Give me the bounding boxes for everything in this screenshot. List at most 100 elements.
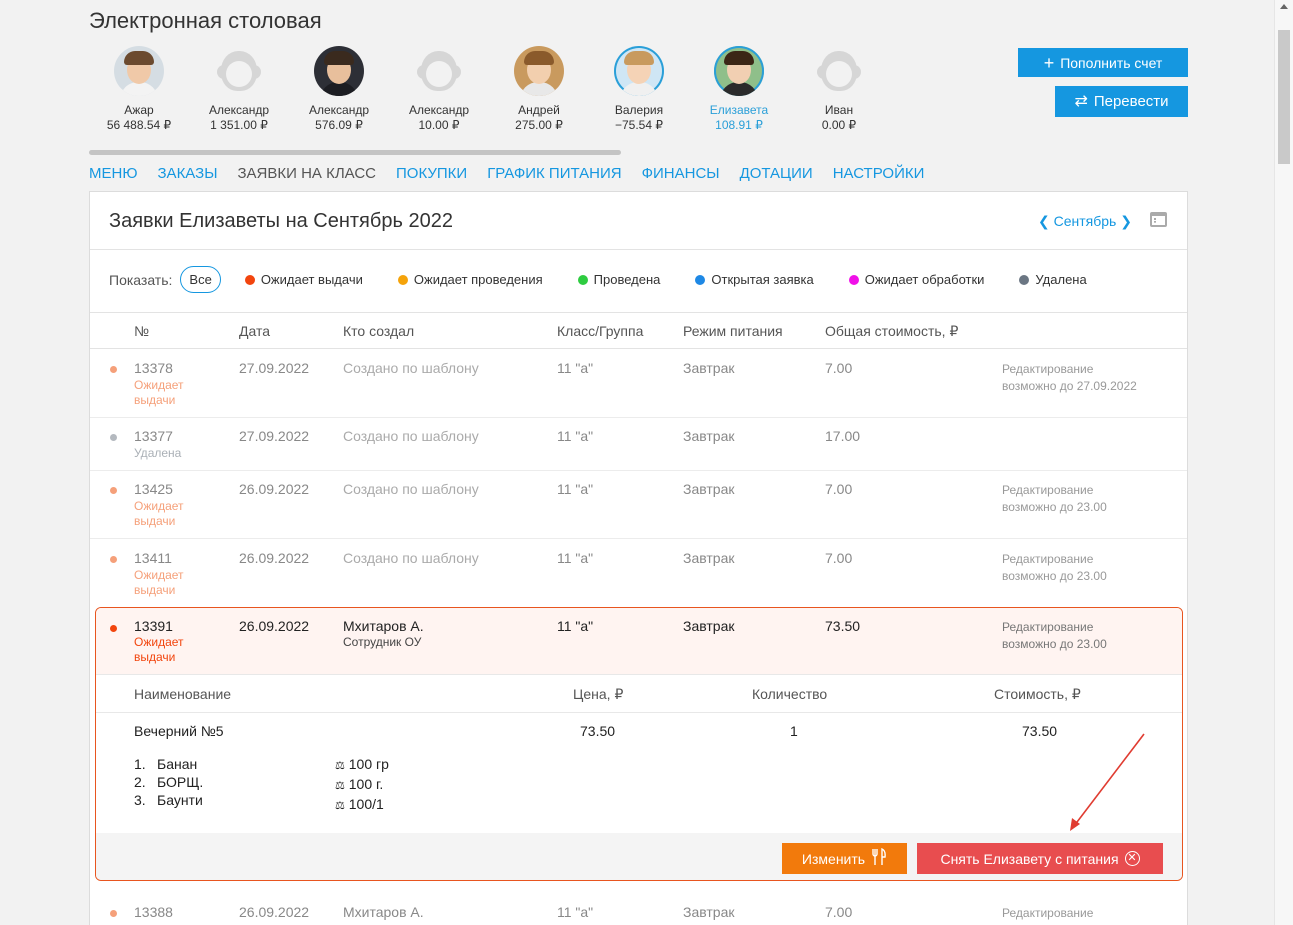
chevron-left-icon[interactable]: ❮ [1038, 213, 1050, 229]
transfer-button[interactable]: ⇄ Перевести [1055, 86, 1188, 117]
edit-note: Редактирование [1002, 906, 1094, 920]
row-divider [90, 417, 1187, 418]
status-dot [1019, 274, 1030, 285]
order-class: 11 "а" [557, 904, 594, 920]
kid-name: Иван [824, 103, 854, 117]
filter-text: Ожидает проведения [413, 272, 543, 287]
order-date: 27.09.2022 [239, 360, 310, 376]
nav-meal-schedule[interactable]: ГРАФИК ПИТАНИЯ [487, 165, 622, 182]
order-number: 13377 [134, 428, 173, 444]
topup-label: Пополнить счет [1060, 54, 1163, 71]
kid-balance: −75.54 ₽ [614, 118, 663, 132]
requests-panel: Заявки Елизаветы на Сентябрь 2022 ❮ Сент… [89, 191, 1188, 925]
kid-name: Александр [308, 103, 370, 117]
avatar-placeholder-icon [214, 46, 264, 96]
edit-label: Изменить [801, 850, 866, 867]
order-cost: 73.50 [825, 618, 861, 634]
nav-finances[interactable]: ФИНАНСЫ [641, 165, 720, 182]
kid-name: Валерия [614, 103, 664, 117]
filter-all[interactable]: Все [180, 266, 221, 293]
edit-note: Редактирование возможно до 27.09.2022 [1002, 362, 1137, 393]
nav-class-requests[interactable]: ЗАЯВКИ НА КЛАСС [237, 165, 376, 182]
filter-awaiting-issue[interactable]: Ожидает выдачи [244, 272, 363, 287]
status-text: Ожидает выдачи [134, 635, 184, 664]
filter-posted[interactable]: Проведена [577, 272, 660, 287]
avatar [714, 46, 764, 96]
kid-alexandr-2[interactable]: Александр 576.09 ₽ [289, 46, 389, 132]
kids-scrollbar[interactable] [89, 150, 621, 155]
plus-icon: + [1043, 52, 1055, 73]
order-class: 11 "а" [557, 481, 594, 497]
edit-note: Редактирование возможно до 23.00 [1002, 620, 1107, 651]
selected-order-row[interactable]: 13391 Ожидает выдачи 26.09.2022 Мхитаров … [96, 608, 1182, 674]
chevron-right-icon[interactable]: ❯ [1120, 213, 1132, 229]
weight-value: 100 г. [348, 776, 384, 792]
kid-ajar[interactable]: Ажар 56 488.54 ₽ [89, 46, 189, 132]
avatar-placeholder-icon [414, 46, 464, 96]
kid-balance: 10.00 ₽ [418, 118, 460, 132]
nav-purchases[interactable]: ПОКУПКИ [396, 165, 468, 182]
filter-open[interactable]: Открытая заявка [695, 272, 814, 287]
order-meal-mode: Завтрак [683, 481, 735, 497]
filter-awaiting-posting[interactable]: Ожидает проведения [397, 272, 543, 287]
filter-deleted[interactable]: Удалена [1019, 272, 1087, 287]
edit-note: Редактирование возможно до 23.00 [1002, 483, 1107, 514]
scroll-up-icon[interactable] [1280, 4, 1288, 9]
kid-alexandr-1[interactable]: Александр 1 351.00 ₽ [189, 46, 289, 132]
kid-andrey[interactable]: Андрей 275.00 ₽ [489, 46, 589, 132]
month-switcher: ❮ Сентябрь ❯ [1038, 213, 1132, 230]
status-dot [110, 625, 117, 632]
col-class: Класс/Группа [557, 323, 644, 339]
avatar [114, 46, 164, 96]
col-meal-mode: Режим питания [683, 323, 783, 339]
dish-total: 73.50 [1022, 723, 1058, 739]
kid-balance: 56 488.54 ₽ [106, 118, 172, 132]
page-scrollbar[interactable] [1274, 0, 1293, 925]
col-date: Дата [239, 323, 271, 339]
kid-ivan[interactable]: Иван 0.00 ₽ [789, 46, 889, 132]
status-text: Ожидает выдачи [134, 378, 184, 407]
calendar-icon[interactable] [1150, 212, 1167, 227]
order-cost: 7.00 [825, 481, 853, 497]
remove-label: Снять Елизавету с питания [940, 850, 1119, 867]
col-creator: Кто создал [343, 323, 415, 339]
status-dot [110, 487, 117, 494]
order-cost: 17.00 [825, 428, 861, 444]
nav-menu[interactable]: МЕНЮ [89, 165, 138, 182]
status-dot [848, 274, 859, 285]
order-date: 26.09.2022 [239, 550, 310, 566]
kid-name: Елизавета [709, 103, 769, 117]
status-dot [110, 366, 117, 373]
status-dot [695, 274, 706, 285]
detail-col-total: Стоимость, ₽ [994, 686, 1081, 702]
scrollbar-thumb[interactable] [1278, 30, 1290, 164]
kid-elizaveta[interactable]: Елизавета 108.91 ₽ [689, 46, 789, 132]
remove-from-meals-button[interactable]: Снять Елизавету с питания ✕ [917, 843, 1163, 874]
main-nav: МЕНЮ ЗАКАЗЫ ЗАЯВКИ НА КЛАСС ПОКУПКИ ГРАФ… [89, 165, 924, 182]
list-item: 2. БОРЩ. [134, 774, 204, 790]
order-class: 11 "а" [557, 428, 594, 444]
order-date: 26.09.2022 [239, 618, 310, 634]
order-creator: Создано по шаблону [343, 481, 479, 497]
order-number: 13388 [134, 904, 173, 920]
order-number: 13411 [134, 550, 172, 566]
nav-settings[interactable]: НАСТРОЙКИ [832, 165, 925, 182]
order-meal-mode: Завтрак [683, 428, 735, 444]
divider [90, 348, 1187, 349]
status-filters: Показать: Все Ожидает выдачи Ожидает про… [109, 266, 1122, 293]
edit-button[interactable]: Изменить [782, 843, 907, 874]
order-creator: Создано по шаблону [343, 360, 479, 376]
nav-subsidies[interactable]: ДОТАЦИИ [739, 165, 813, 182]
order-creator: Создано по шаблону [343, 428, 479, 444]
kid-valeria[interactable]: Валерия −75.54 ₽ [589, 46, 689, 132]
kid-alexandr-3[interactable]: Александр 10.00 ₽ [389, 46, 489, 132]
weight-value: 100/1 [348, 796, 384, 812]
topup-button[interactable]: + Пополнить счет [1018, 48, 1188, 77]
swap-arrows-icon: ⇄ [1074, 92, 1088, 110]
nav-orders[interactable]: ЗАКАЗЫ [157, 165, 218, 182]
filter-awaiting-processing[interactable]: Ожидает обработки [848, 272, 984, 287]
avatar-placeholder-icon [814, 46, 864, 96]
creator-role: Сотрудник ОУ [343, 635, 422, 649]
order-date: 27.09.2022 [239, 428, 310, 444]
status-dot [110, 556, 117, 563]
